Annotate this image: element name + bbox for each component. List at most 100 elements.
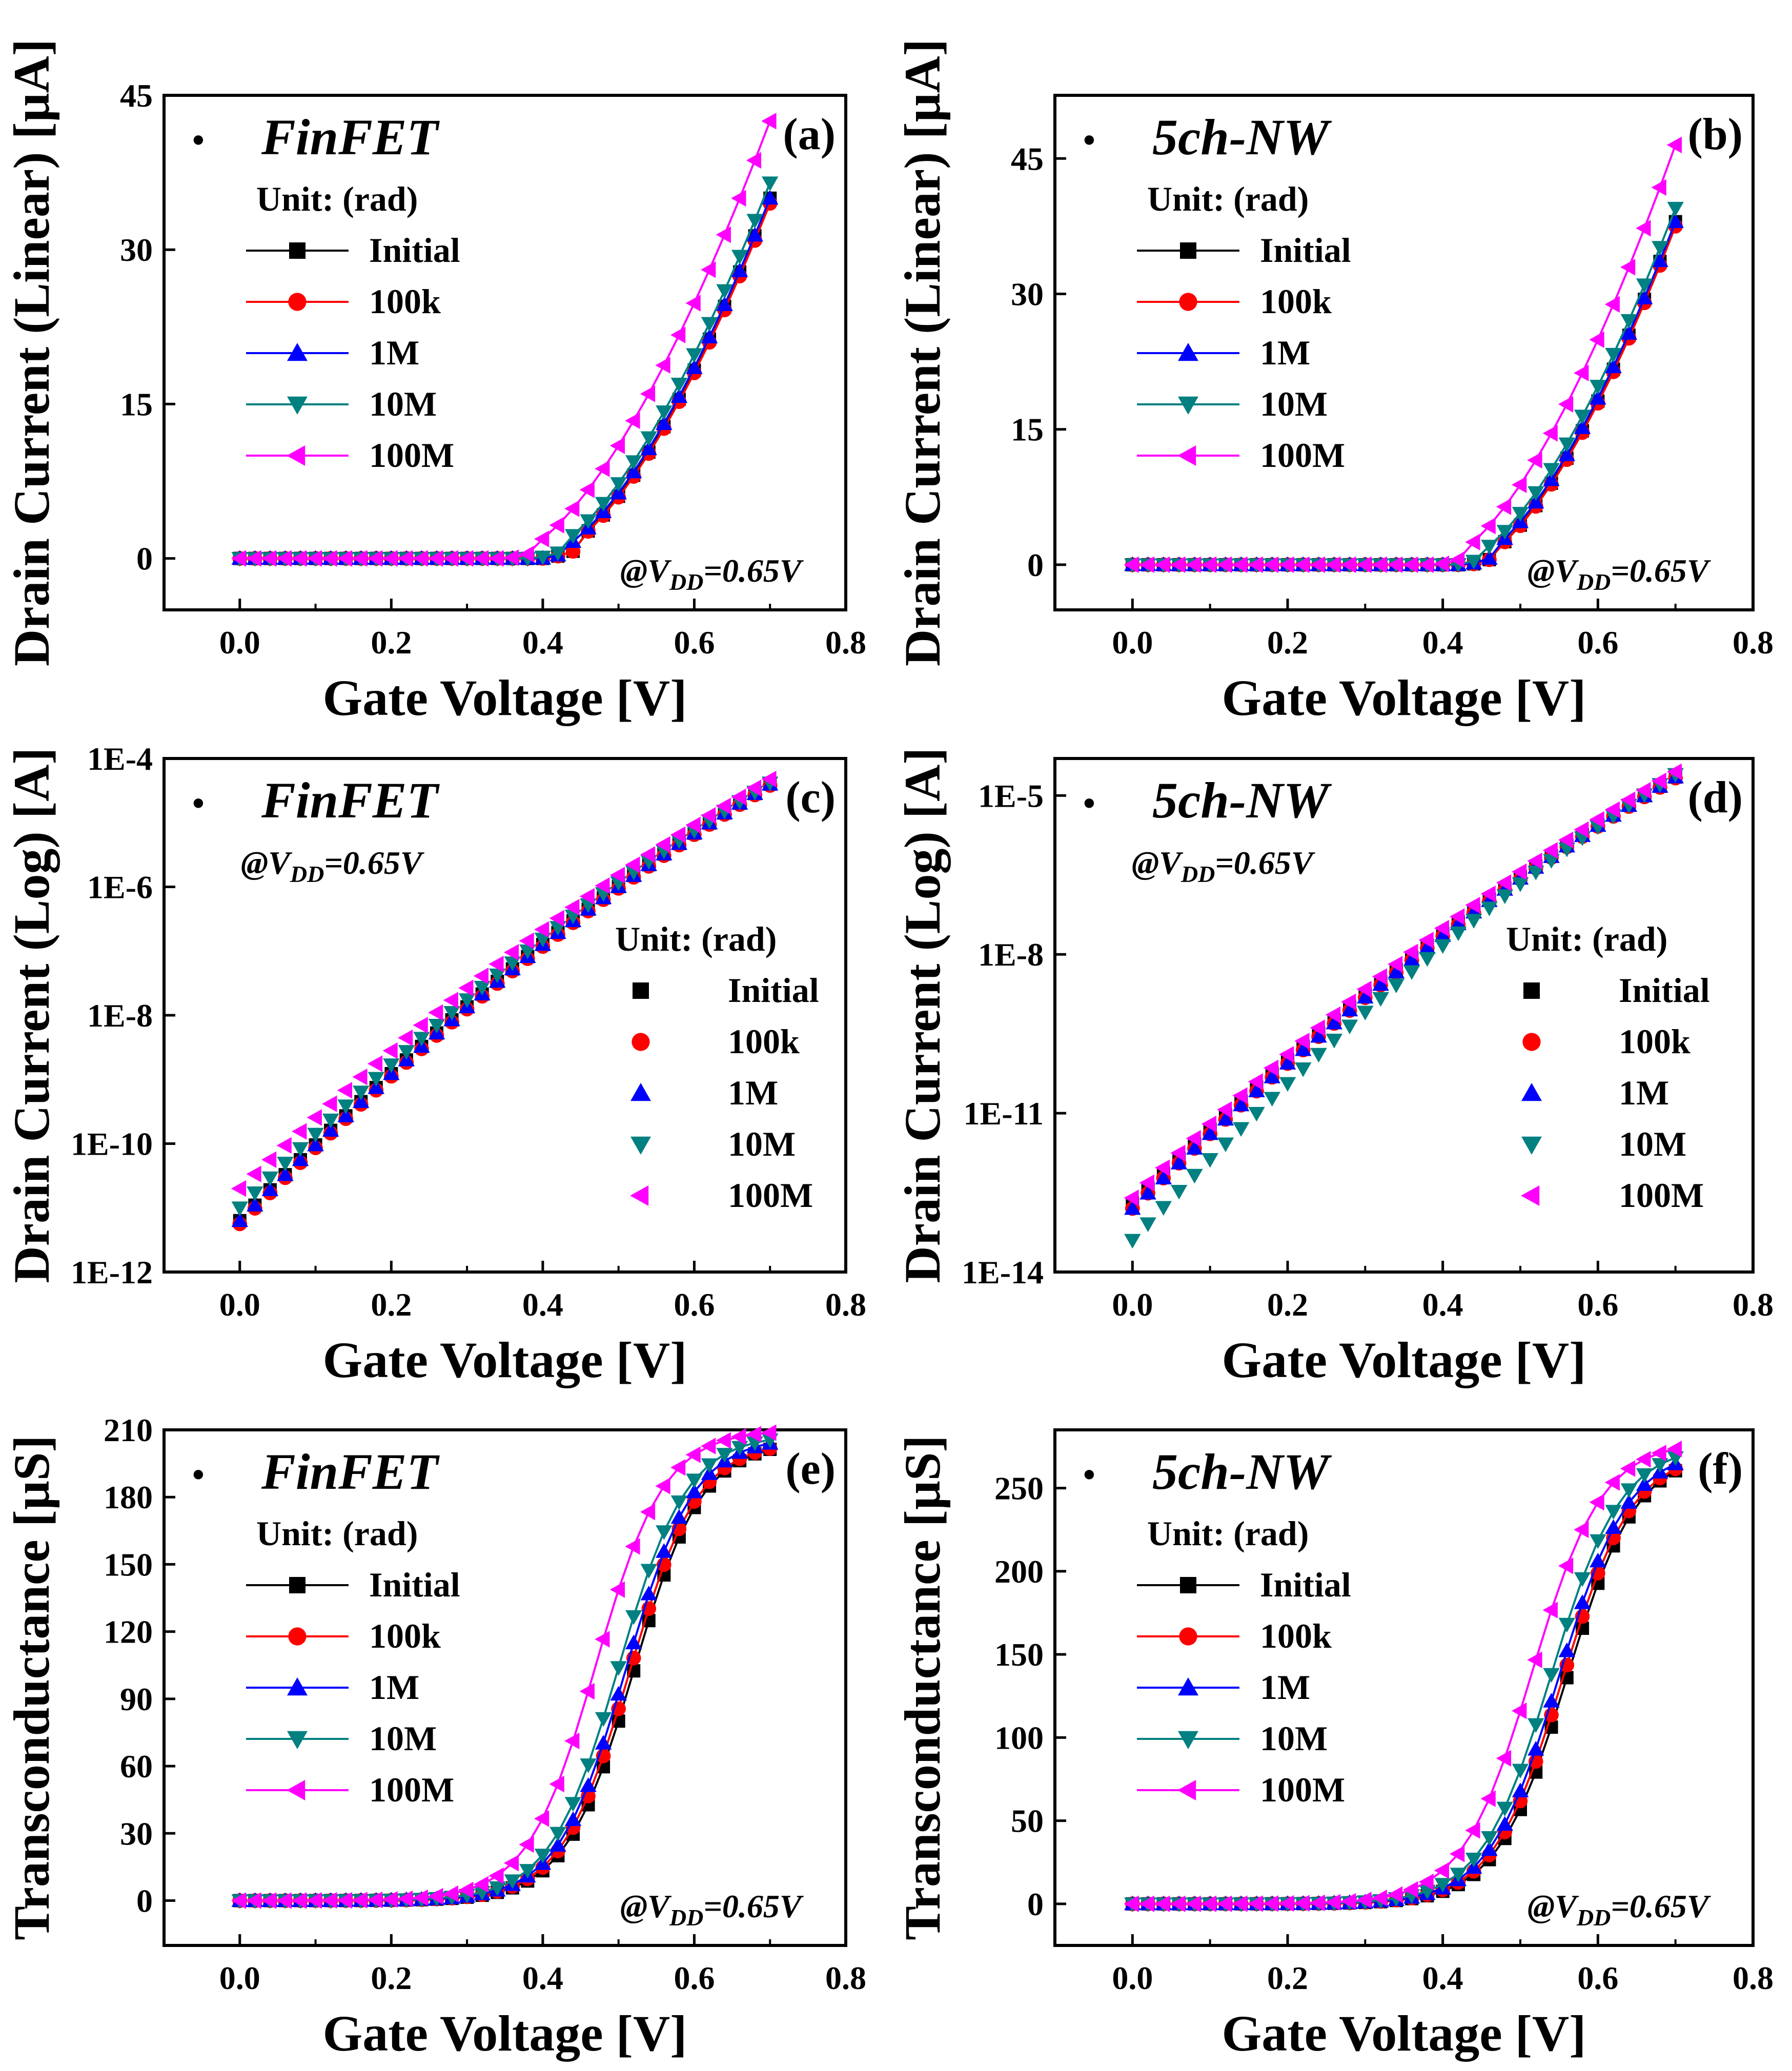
legend-label: 100k bbox=[728, 1022, 800, 1061]
data-point bbox=[1403, 965, 1420, 980]
data-point bbox=[1202, 1153, 1218, 1168]
legend-marker bbox=[1179, 1627, 1197, 1646]
data-point bbox=[247, 1197, 263, 1212]
data-point bbox=[1170, 1895, 1186, 1913]
legend-label: 100M bbox=[728, 1176, 813, 1215]
data-point bbox=[716, 1432, 731, 1449]
data-point bbox=[1217, 1137, 1234, 1153]
data-point bbox=[534, 1810, 549, 1827]
legend-marker bbox=[1178, 1677, 1198, 1696]
device-title: FinFET bbox=[261, 772, 440, 829]
data-point bbox=[1558, 437, 1576, 453]
plot-frame bbox=[162, 1428, 847, 1947]
data-point bbox=[640, 1564, 658, 1579]
data-point bbox=[519, 1836, 534, 1853]
data-point bbox=[716, 296, 733, 311]
data-point bbox=[579, 1683, 595, 1700]
data-point bbox=[1528, 1740, 1544, 1756]
legend-marker bbox=[633, 982, 649, 999]
legend-label: 10M bbox=[1260, 384, 1328, 423]
data-point bbox=[292, 1892, 307, 1909]
legend-marker bbox=[1177, 1780, 1196, 1800]
data-point bbox=[686, 348, 703, 363]
data-point bbox=[322, 550, 337, 567]
data-point bbox=[1542, 425, 1558, 442]
data-point bbox=[670, 377, 688, 393]
data-point bbox=[1388, 978, 1405, 993]
y-tick-label: 1E-12 bbox=[71, 1254, 153, 1290]
x-tick-label: 0.0 bbox=[1112, 1960, 1153, 1996]
data-point bbox=[701, 329, 718, 343]
data-point bbox=[1264, 1069, 1280, 1083]
y-axis-title: Transconductance [μS] bbox=[894, 1435, 951, 1940]
data-point bbox=[503, 549, 519, 566]
data-point bbox=[1543, 1668, 1560, 1683]
data-point bbox=[595, 1712, 612, 1727]
y-tick-label: 30 bbox=[120, 1815, 153, 1852]
bias-condition-at: @V bbox=[620, 1888, 672, 1924]
bullet-glyph: • bbox=[1083, 120, 1095, 159]
data-point bbox=[595, 877, 610, 894]
bias-condition-at: @V bbox=[1528, 1888, 1579, 1924]
data-point bbox=[519, 545, 534, 563]
legend-marker bbox=[289, 242, 306, 259]
data-point bbox=[1139, 556, 1154, 573]
legend-label: 1M bbox=[369, 1668, 419, 1707]
legend-label: 10M bbox=[728, 1124, 796, 1163]
data-point bbox=[1310, 1894, 1325, 1912]
data-point bbox=[1403, 951, 1420, 966]
data-point bbox=[549, 546, 566, 561]
data-point bbox=[246, 550, 261, 567]
y-tick-label: 0 bbox=[136, 541, 153, 577]
data-point bbox=[549, 1837, 566, 1852]
x-tick-label: 0.0 bbox=[219, 1960, 260, 1996]
data-point bbox=[625, 412, 640, 429]
data-point bbox=[1636, 278, 1653, 293]
x-axis-title: Gate Voltage [V] bbox=[1222, 669, 1586, 726]
data-point bbox=[670, 1495, 688, 1510]
data-point bbox=[1512, 476, 1527, 494]
x-tick-label: 0.0 bbox=[219, 1286, 260, 1323]
data-point bbox=[670, 1459, 686, 1476]
data-point bbox=[1201, 1895, 1217, 1913]
data-point bbox=[1434, 927, 1451, 942]
data-point bbox=[413, 1889, 428, 1906]
data-point bbox=[746, 780, 762, 796]
data-point bbox=[580, 514, 597, 529]
legend-marker bbox=[630, 1185, 649, 1206]
data-point bbox=[1248, 1073, 1263, 1090]
plot-frame bbox=[1053, 757, 1755, 1274]
data-point bbox=[716, 284, 733, 299]
data-point bbox=[640, 385, 656, 402]
data-point bbox=[640, 431, 658, 446]
data-point bbox=[1512, 863, 1527, 880]
data-point bbox=[1543, 854, 1560, 869]
data-point bbox=[1512, 1764, 1529, 1779]
x-tick-label: 0.6 bbox=[1577, 1960, 1618, 1996]
data-point bbox=[1325, 556, 1341, 573]
data-point bbox=[1604, 296, 1620, 313]
data-point bbox=[261, 550, 277, 567]
data-point bbox=[1558, 1642, 1576, 1657]
y-tick-label: 0 bbox=[1027, 547, 1044, 583]
data-point bbox=[1279, 1055, 1296, 1070]
data-point bbox=[731, 250, 748, 265]
data-point bbox=[397, 1029, 413, 1047]
data-point bbox=[564, 1797, 582, 1812]
data-point bbox=[609, 867, 625, 884]
data-point bbox=[1480, 885, 1496, 903]
data-point bbox=[307, 1109, 322, 1126]
data-point bbox=[1667, 201, 1684, 217]
legend-marker bbox=[287, 396, 308, 415]
data-point bbox=[761, 190, 779, 205]
data-point bbox=[1605, 347, 1622, 363]
data-point bbox=[731, 788, 746, 806]
y-tick-label: 200 bbox=[994, 1553, 1044, 1590]
data-point bbox=[1310, 1028, 1327, 1043]
data-point bbox=[1372, 1889, 1387, 1906]
data-point bbox=[1636, 1451, 1651, 1468]
data-point bbox=[277, 1166, 294, 1181]
x-axis-title: Gate Voltage [V] bbox=[323, 669, 687, 726]
data-point bbox=[640, 1503, 656, 1521]
data-point bbox=[1263, 1895, 1279, 1912]
